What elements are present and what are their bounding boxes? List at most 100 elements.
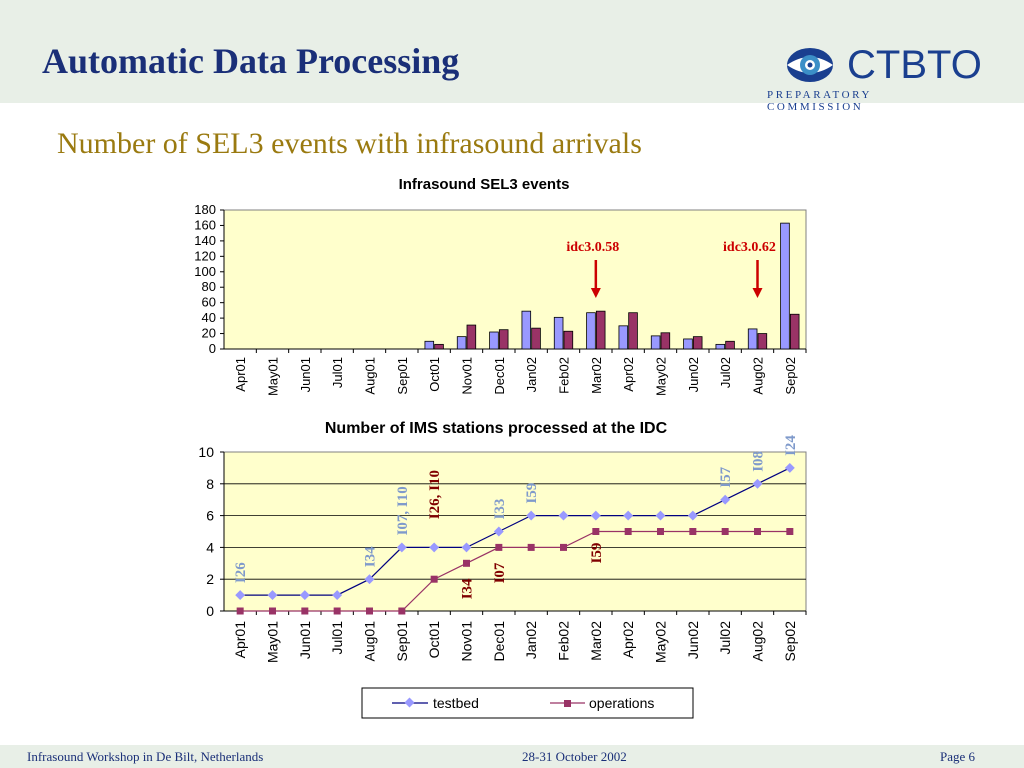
- bar: [434, 343, 444, 350]
- point-testbed: [332, 590, 343, 601]
- x-tick-label: Apr02: [621, 357, 636, 392]
- bar: [789, 313, 800, 350]
- point-testbed: [299, 590, 310, 601]
- station-annotation: I24: [783, 435, 799, 456]
- point-operations: [657, 528, 664, 535]
- point-testbed: [364, 574, 375, 585]
- point-operations: [366, 607, 373, 615]
- chart-title: Infrasound SEL3 events: [399, 176, 570, 193]
- bar: [563, 330, 574, 350]
- station-annotation: I33: [492, 499, 508, 520]
- station-annotation: I07, I10: [395, 486, 411, 535]
- bar: [466, 324, 477, 350]
- station-annotation: I26, I10: [427, 470, 443, 519]
- legend-marker-operations: [564, 700, 571, 707]
- point-operations: [721, 528, 729, 535]
- x-tick-label: Sep02: [782, 621, 798, 662]
- y-tick-label: 120: [194, 248, 216, 263]
- x-tick-label: Jun01: [297, 621, 313, 659]
- point-testbed: [235, 590, 246, 601]
- bar: [618, 325, 629, 350]
- x-tick-label: Sep01: [395, 357, 410, 395]
- x-tick-label: Jun02: [686, 357, 701, 392]
- y-tick-label: 100: [194, 264, 216, 279]
- series-line-testbed: [240, 467, 791, 596]
- x-tick-label: May02: [653, 621, 669, 663]
- footer-left: Infrasound Workshop in De Bilt, Netherla…: [27, 749, 264, 764]
- bar: [531, 327, 541, 350]
- sel3-events-bar-chart: Infrasound SEL3 events 02040608010012014…: [194, 176, 807, 396]
- y-tick-label: 140: [194, 233, 216, 248]
- point-operations: [463, 559, 470, 567]
- station-annotation: I59: [524, 483, 540, 504]
- y-tick-label: 10: [198, 444, 214, 460]
- point-operations: [333, 607, 341, 615]
- footer-page: Page 6: [940, 749, 976, 764]
- point-operations: [269, 607, 276, 615]
- point-testbed: [752, 478, 763, 489]
- point-operations: [624, 528, 632, 535]
- x-tick-label: Jul01: [330, 357, 345, 388]
- x-tick-label: Aug01: [362, 621, 378, 662]
- bar: [498, 329, 509, 350]
- x-tick-label: Jul02: [717, 621, 733, 655]
- x-tick-label: Mar02: [589, 357, 604, 394]
- x-tick-label: Sep02: [783, 357, 798, 395]
- chart-title: Number of IMS stations processed at the …: [325, 420, 668, 437]
- bar: [424, 340, 435, 350]
- release-annotation: idc3.0.58: [566, 240, 619, 255]
- release-annotation: idc3.0.62: [723, 240, 776, 255]
- x-tick-label: Nov01: [459, 621, 475, 662]
- legend-label-testbed: testbed: [433, 695, 479, 711]
- station-annotation: I34: [363, 546, 379, 567]
- legend-label-operations: operations: [589, 695, 654, 711]
- x-tick-label: Mar02: [588, 621, 604, 661]
- plot-area: [223, 209, 807, 350]
- y-tick-label: 0: [209, 341, 216, 356]
- point-testbed: [687, 510, 698, 521]
- bar: [586, 312, 596, 350]
- station-annotation: I57: [718, 466, 734, 487]
- point-testbed: [784, 462, 795, 473]
- station-annotation: I07: [492, 562, 508, 583]
- bar: [692, 336, 703, 350]
- chart-legend: testbed operations: [361, 687, 694, 719]
- y-tick-label: 20: [202, 326, 216, 341]
- y-tick-label: 2: [206, 571, 214, 587]
- annotation-arrowhead: [752, 288, 763, 298]
- point-operations: [495, 543, 503, 551]
- station-annotation: I34: [460, 578, 476, 599]
- bar: [595, 310, 606, 350]
- bar: [553, 316, 564, 350]
- point-testbed: [590, 510, 601, 521]
- point-operations: [527, 543, 535, 551]
- point-testbed: [526, 510, 537, 521]
- x-tick-label: Jul02: [718, 357, 733, 388]
- x-tick-label: Aug02: [750, 621, 766, 662]
- bar: [628, 312, 638, 350]
- x-tick-label: Oct01: [427, 357, 442, 392]
- bar: [715, 343, 726, 350]
- x-tick-label: May01: [266, 357, 281, 396]
- y-tick-label: 180: [194, 202, 216, 217]
- x-tick-label: Aug02: [751, 357, 766, 395]
- point-testbed: [461, 542, 472, 553]
- y-tick-label: 160: [194, 217, 216, 232]
- bar: [747, 328, 758, 350]
- point-operations: [754, 528, 761, 535]
- x-tick-label: Dec01: [492, 357, 507, 395]
- x-tick-label: Nov01: [460, 357, 475, 395]
- footer-bar: Infrasound Workshop in De Bilt, Netherla…: [0, 745, 1024, 768]
- y-tick-label: 0: [206, 603, 214, 619]
- point-testbed: [655, 510, 666, 521]
- ims-stations-line-chart: Number of IMS stations processed at the …: [198, 420, 807, 719]
- point-operations: [398, 607, 406, 615]
- footer-center: 28-31 October 2002: [522, 749, 627, 764]
- y-tick-label: 6: [206, 508, 214, 524]
- point-testbed: [493, 526, 504, 537]
- y-tick-label: 4: [206, 539, 214, 555]
- legend-marker-testbed: [404, 697, 415, 708]
- x-tick-label: May01: [265, 621, 281, 663]
- bar: [725, 340, 735, 350]
- point-operations: [236, 607, 244, 615]
